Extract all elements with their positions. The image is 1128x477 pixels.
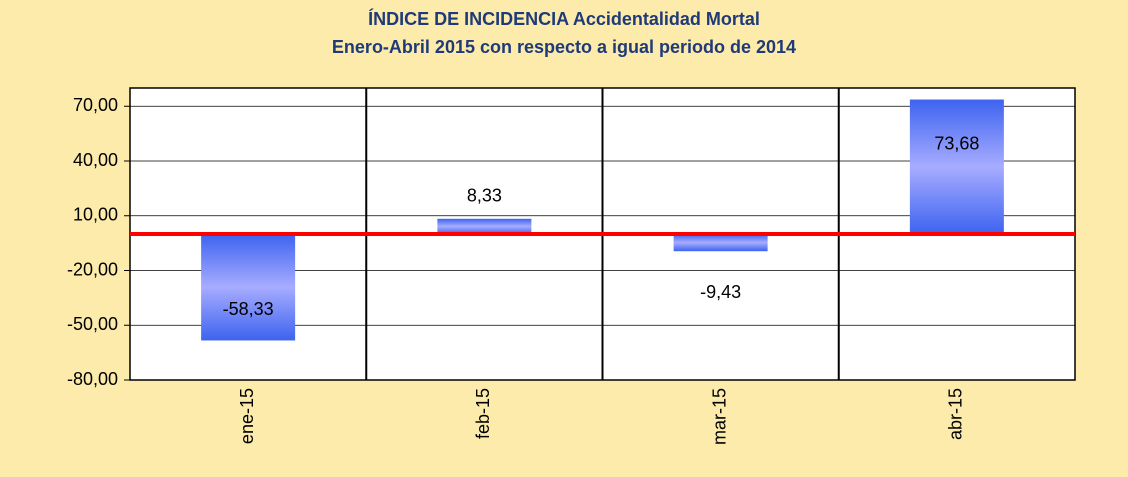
chart-subtitle: Enero-Abril 2015 con respecto a igual pe… — [332, 37, 796, 57]
x-tick-label: mar-15 — [709, 388, 729, 445]
x-tick-label: ene-15 — [237, 388, 257, 444]
bar — [201, 234, 296, 341]
data-label: 73,68 — [934, 133, 979, 153]
x-tick-label: abr-15 — [946, 388, 966, 440]
y-tick-label: -80,00 — [67, 369, 118, 389]
data-label: 8,33 — [467, 186, 502, 206]
data-label: -58,33 — [223, 299, 274, 319]
y-tick-label: 40,00 — [73, 150, 118, 170]
y-tick-label: -20,00 — [67, 259, 118, 279]
y-tick-label: 10,00 — [73, 205, 118, 225]
y-tick-label: -50,00 — [67, 314, 118, 334]
x-tick-label: feb-15 — [473, 388, 493, 439]
chart-title: ÍNDICE DE INCIDENCIA Accidentalidad Mort… — [368, 8, 760, 29]
bar — [437, 218, 532, 234]
bar — [673, 234, 768, 252]
bar — [909, 99, 1004, 234]
y-tick-label: 70,00 — [73, 95, 118, 115]
data-label: -9,43 — [700, 282, 741, 302]
